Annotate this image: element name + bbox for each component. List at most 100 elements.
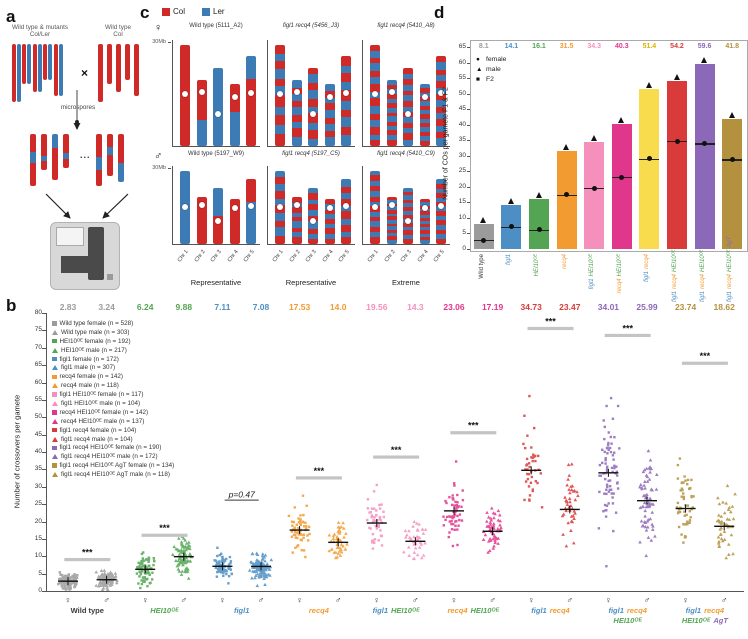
segment-col — [275, 220, 285, 228]
segment-ler — [370, 51, 380, 59]
segment-ler — [386, 80, 397, 85]
centromere — [182, 91, 188, 98]
segment-col — [275, 61, 285, 70]
significance-bar — [450, 431, 497, 435]
segment-col — [403, 230, 413, 235]
segment-col — [324, 227, 335, 235]
sequencer-button — [107, 274, 113, 280]
segment-ler — [436, 188, 446, 193]
bar-value: 51.4 — [642, 43, 657, 50]
segment-ler — [419, 227, 430, 231]
segment-ler — [403, 187, 413, 192]
sex-symbol: ♂ — [154, 150, 163, 162]
segment-ler — [386, 213, 397, 217]
recombinant-chromosome — [118, 134, 124, 182]
segment-ler — [341, 231, 351, 237]
segment-ler — [386, 98, 397, 103]
subplot-title: figl1 recq4 (5410_A8) — [377, 23, 435, 29]
segment-col — [370, 186, 380, 191]
segment-ler — [196, 119, 207, 146]
column-caption: Representative — [285, 278, 337, 287]
segment-ler — [370, 221, 380, 228]
chromosome-bar — [196, 80, 207, 146]
chromosome-bar — [246, 56, 256, 146]
sex-symbol: ♀ — [450, 595, 458, 605]
y-scale-label: 30Mb — [152, 39, 166, 45]
genotype-word: figl1 — [589, 278, 596, 290]
segment-col — [30, 134, 36, 153]
female-square-marker — [52, 410, 57, 415]
segment-ler — [403, 195, 413, 200]
mean-whisker — [183, 552, 185, 561]
mean-whisker — [569, 505, 571, 514]
genotype-word: HEI10ᴼᴱ — [616, 254, 623, 277]
segment-ler — [308, 107, 318, 114]
legend-label: recq4 HEI10ᴼᴱ male (n = 137) — [61, 417, 145, 425]
y-axis-line — [46, 313, 47, 591]
mean-whisker — [607, 468, 609, 477]
legend-item: HEI10ᴼᴱ male (n = 217) — [52, 346, 174, 355]
column-caption: Representative — [190, 278, 242, 287]
genotype-word: HEI10ᴼᴱ — [672, 249, 678, 272]
segment-ler — [386, 135, 397, 141]
segment-ler — [324, 214, 335, 220]
segment-col — [96, 170, 102, 186]
group-mean-value: 14.3 — [407, 302, 424, 312]
bar — [694, 63, 715, 249]
segment-col — [275, 133, 285, 146]
segment-ler — [436, 137, 446, 146]
jitter-cloud-group9-male — [715, 483, 737, 560]
significance-stars: *** — [82, 547, 93, 557]
segment-ler — [370, 119, 380, 127]
bar — [639, 89, 660, 249]
sex-symbol: ♀ — [527, 595, 535, 605]
sex-symbol: ♂ — [720, 595, 728, 605]
segment-ler — [30, 152, 36, 163]
y-tick-mark — [467, 124, 470, 126]
segment-col — [419, 224, 430, 228]
segment-col — [403, 90, 413, 96]
segment-ler — [436, 225, 446, 230]
right-parent-label-line2: Col — [113, 31, 123, 38]
segment-ler — [308, 234, 318, 239]
group-mean-value: 7.08 — [252, 302, 270, 312]
segment-col — [403, 123, 413, 129]
female-marker-circle — [508, 224, 514, 230]
segment-col — [403, 191, 413, 196]
segment-ler — [275, 213, 285, 221]
genotype-word: AgT — [713, 616, 728, 625]
subplot-title: figl1 recq4 (5410_C9) — [377, 151, 435, 157]
segment-col — [436, 131, 446, 138]
genotype-word: recq4 — [308, 606, 329, 615]
legend-item: Wild type male (n = 303) — [52, 328, 174, 337]
y-tick-label: 25 — [34, 500, 42, 508]
subplot-title: Wild type (5111_A2) — [189, 23, 243, 29]
segment-ler — [308, 221, 318, 229]
segment-col — [308, 113, 318, 124]
segment-col — [386, 210, 397, 214]
sex-symbol: ♂ — [180, 595, 188, 605]
segment-col — [275, 114, 285, 125]
segment-ler — [275, 227, 285, 236]
genotype-word: HEI10ᴼᴱ — [699, 249, 706, 272]
legend-label: figl1 recq4 male (n = 104) — [61, 435, 133, 443]
segment-ler — [291, 94, 302, 102]
segment-col — [341, 127, 351, 136]
segment-col — [370, 58, 380, 64]
centromere — [198, 202, 205, 209]
segment-col — [291, 101, 302, 107]
bar-value: 16.1 — [532, 43, 546, 50]
segment-ler — [419, 110, 430, 114]
parent-chromosome-col-ler — [37, 44, 42, 92]
segment-ler — [436, 206, 446, 212]
male-triangle-marker — [52, 329, 58, 335]
segment-ler — [403, 211, 413, 216]
legend-item: figl1 recq4 HEI10ᴼᴱ female (n = 190) — [52, 443, 174, 452]
bar-value: 8.1 — [478, 43, 489, 50]
legend-label: figl1 HEI10ᴼᴱ female (n = 117) — [59, 391, 144, 399]
bar-value: 41.8 — [725, 43, 739, 50]
y-tick-label: 15 — [458, 198, 466, 206]
centromere — [231, 93, 238, 100]
parent-chromosome-col-ler — [43, 44, 47, 80]
